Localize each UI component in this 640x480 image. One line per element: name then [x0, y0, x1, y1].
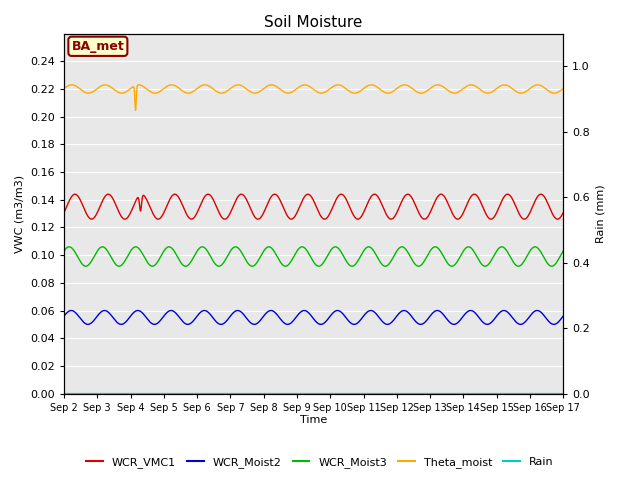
Title: Soil Moisture: Soil Moisture — [264, 15, 363, 30]
X-axis label: Time: Time — [300, 415, 327, 425]
Legend: WCR_VMC1, WCR_Moist2, WCR_Moist3, Theta_moist, Rain: WCR_VMC1, WCR_Moist2, WCR_Moist3, Theta_… — [82, 452, 558, 472]
Y-axis label: Rain (mm): Rain (mm) — [596, 184, 605, 243]
Y-axis label: VWC (m3/m3): VWC (m3/m3) — [15, 175, 24, 252]
Text: BA_met: BA_met — [72, 40, 124, 53]
